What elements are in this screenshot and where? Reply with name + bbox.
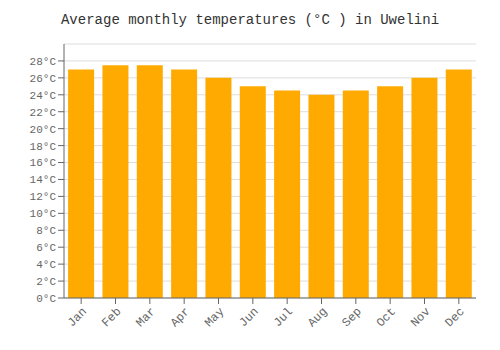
svg-text:0°C: 0°C bbox=[36, 293, 56, 305]
svg-text:20°C: 20°C bbox=[30, 124, 57, 136]
svg-text:May: May bbox=[202, 305, 227, 330]
svg-text:4°C: 4°C bbox=[36, 259, 56, 271]
svg-text:28°C: 28°C bbox=[30, 56, 57, 68]
svg-text:Sep: Sep bbox=[340, 305, 365, 330]
svg-text:Dec: Dec bbox=[443, 305, 468, 330]
svg-text:Oct: Oct bbox=[374, 305, 399, 330]
svg-text:12°C: 12°C bbox=[30, 191, 57, 203]
svg-text:24°C: 24°C bbox=[30, 90, 57, 102]
svg-text:6°C: 6°C bbox=[36, 242, 56, 254]
svg-text:Jan: Jan bbox=[65, 305, 90, 330]
svg-text:Feb: Feb bbox=[99, 305, 124, 330]
svg-text:Aug: Aug bbox=[305, 305, 330, 330]
svg-text:Mar: Mar bbox=[134, 305, 159, 330]
svg-text:14°C: 14°C bbox=[30, 174, 57, 186]
svg-text:22°C: 22°C bbox=[30, 107, 57, 119]
svg-text:2°C: 2°C bbox=[36, 276, 56, 288]
svg-text:18°C: 18°C bbox=[30, 141, 57, 153]
svg-text:Apr: Apr bbox=[168, 305, 193, 330]
svg-text:16°C: 16°C bbox=[30, 157, 57, 169]
svg-text:26°C: 26°C bbox=[30, 73, 57, 85]
svg-text:8°C: 8°C bbox=[36, 225, 56, 237]
svg-text:Jun: Jun bbox=[237, 305, 262, 330]
svg-text:Jul: Jul bbox=[271, 305, 296, 330]
svg-text:10°C: 10°C bbox=[30, 208, 57, 220]
html-text:Average monthly temperatures (: Average monthly temperatures (°C ) in Uw… bbox=[61, 12, 439, 28]
svg-text:Nov: Nov bbox=[408, 305, 433, 330]
